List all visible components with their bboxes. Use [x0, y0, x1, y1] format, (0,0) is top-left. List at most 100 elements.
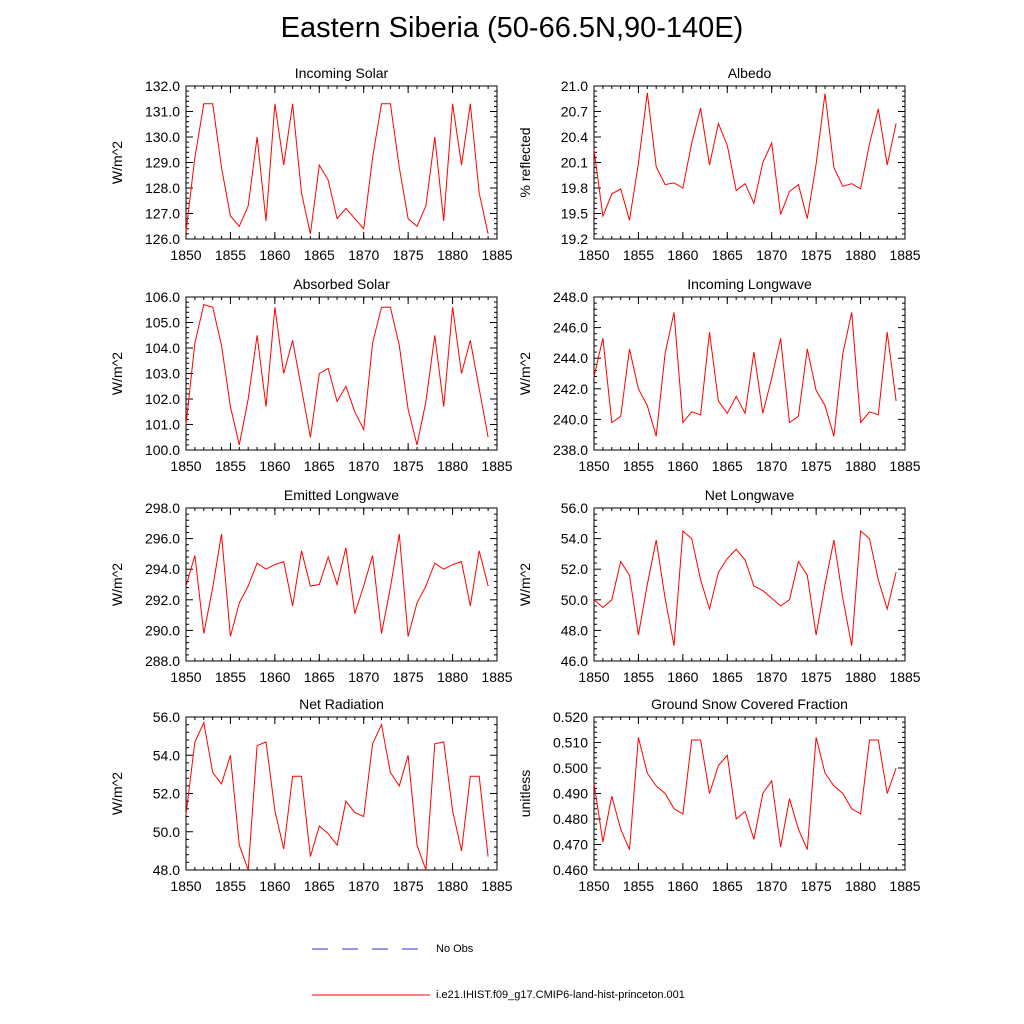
x-tick-label: 1860 — [667, 458, 698, 474]
x-tick-label: 1880 — [437, 458, 468, 474]
x-tick-label: 1865 — [304, 458, 335, 474]
chart-panel-3: Absorbed Solar W/m^2 1850 1855 1860 1865 1870 1… — [109, 276, 513, 474]
y-tick-label: 20.1 — [561, 155, 588, 171]
chart-panel-5: Emitted Longwave W/m^2 1850 1855 1860 1865 187… — [109, 487, 513, 685]
x-tick-label: 1870 — [756, 458, 787, 474]
x-tick-label: 1860 — [667, 878, 698, 894]
y-tick-label: 126.0 — [145, 231, 180, 247]
x-tick-label: 1875 — [801, 878, 832, 894]
chart-panel-4: Incoming Longwave W/m^2 1850 1855 1860 1865 18… — [517, 276, 921, 474]
x-tick-label: 1880 — [845, 247, 876, 263]
x-tick-label: 1875 — [801, 247, 832, 263]
series-line — [593, 312, 897, 437]
x-tick-label: 1875 — [393, 247, 424, 263]
y-axis-label: unitless — [517, 770, 533, 817]
y-tick-label: 100.0 — [145, 442, 180, 458]
chart-panel-7: Net Radiation W/m^2 1850 1855 1860 1865 1870 18… — [109, 696, 513, 894]
y-axis-label: W/m^2 — [517, 352, 533, 395]
x-tick-label: 1850 — [170, 247, 201, 263]
y-tick-label: 130.0 — [145, 129, 180, 145]
y-tick-label: 54.0 — [561, 531, 588, 547]
x-tick-label: 1875 — [801, 669, 832, 685]
x-tick-label: 1850 — [578, 458, 609, 474]
x-tick-label: 1885 — [481, 669, 512, 685]
y-tick-label: 19.2 — [561, 231, 588, 247]
y-tick-label: 0.510 — [553, 735, 588, 751]
x-tick-label: 1855 — [623, 878, 654, 894]
y-tick-label: 240.0 — [553, 411, 588, 427]
y-tick-label: 104.0 — [145, 340, 180, 356]
series-line — [593, 529, 897, 646]
x-tick-label: 1875 — [393, 669, 424, 685]
panel-title: Ground Snow Covered Fraction — [651, 696, 848, 712]
plot-frame — [185, 296, 498, 451]
x-tick-label: 1850 — [578, 247, 609, 263]
panel-title: Absorbed Solar — [293, 276, 390, 292]
x-tick-label: 1850 — [170, 458, 201, 474]
panel-title: Albedo — [728, 65, 772, 81]
x-tick-label: 1860 — [667, 669, 698, 685]
x-tick-label: 1885 — [889, 669, 920, 685]
y-axis-label: W/m^2 — [109, 772, 125, 815]
x-tick-label: 1860 — [259, 458, 290, 474]
chart-panel-8: Ground Snow Covered Fraction unitless 1850… — [517, 696, 921, 894]
x-tick-label: 1885 — [889, 458, 920, 474]
y-tick-label: 129.0 — [145, 155, 180, 171]
series-line — [185, 103, 489, 235]
y-tick-label: 0.490 — [553, 786, 588, 802]
x-tick-label: 1870 — [348, 669, 379, 685]
x-tick-label: 1875 — [393, 878, 424, 894]
x-tick-label: 1880 — [437, 878, 468, 894]
x-tick-label: 1875 — [801, 458, 832, 474]
y-axis-label: W/m^2 — [109, 141, 125, 184]
y-tick-label: 0.460 — [553, 862, 588, 878]
y-tick-label: 132.0 — [145, 78, 180, 94]
x-tick-label: 1855 — [623, 669, 654, 685]
x-tick-label: 1850 — [578, 669, 609, 685]
y-tick-label: 244.0 — [553, 350, 588, 366]
y-tick-label: 19.5 — [561, 206, 588, 222]
x-tick-label: 1860 — [259, 669, 290, 685]
x-tick-label: 1855 — [623, 458, 654, 474]
panel-title: Incoming Solar — [295, 65, 389, 81]
y-tick-label: 20.4 — [561, 129, 588, 145]
y-tick-label: 50.0 — [153, 824, 180, 840]
plot-frame — [185, 507, 498, 662]
y-tick-label: 48.0 — [561, 622, 588, 638]
y-tick-label: 238.0 — [553, 442, 588, 458]
y-tick-label: 19.8 — [561, 180, 588, 196]
chart-panel-6: Net Longwave W/m^2 1850 1855 1860 1865 1870 187… — [517, 487, 921, 685]
panel-title: Emitted Longwave — [284, 487, 399, 503]
y-tick-label: 102.0 — [145, 391, 180, 407]
x-tick-label: 1860 — [259, 878, 290, 894]
y-tick-label: 20.7 — [561, 104, 588, 120]
y-tick-label: 294.0 — [145, 561, 180, 577]
y-tick-label: 52.0 — [153, 786, 180, 802]
x-tick-label: 1885 — [889, 878, 920, 894]
y-tick-label: 103.0 — [145, 366, 180, 382]
x-tick-label: 1855 — [215, 458, 246, 474]
y-tick-label: 56.0 — [153, 709, 180, 725]
x-tick-label: 1870 — [348, 878, 379, 894]
y-tick-label: 0.520 — [553, 709, 588, 725]
x-tick-label: 1850 — [170, 669, 201, 685]
x-tick-label: 1865 — [712, 458, 743, 474]
y-tick-label: 296.0 — [145, 531, 180, 547]
y-tick-label: 21.0 — [561, 78, 588, 94]
panel-title: Net Radiation — [299, 696, 384, 712]
x-tick-label: 1855 — [623, 247, 654, 263]
panel-title: Incoming Longwave — [687, 276, 812, 292]
x-tick-label: 1865 — [304, 669, 335, 685]
x-tick-label: 1880 — [845, 878, 876, 894]
x-tick-label: 1855 — [215, 878, 246, 894]
x-tick-label: 1860 — [667, 247, 698, 263]
y-tick-label: 0.470 — [553, 837, 588, 853]
plot-frame — [593, 507, 906, 662]
y-tick-label: 105.0 — [145, 315, 180, 331]
x-tick-label: 1875 — [393, 458, 424, 474]
x-tick-label: 1850 — [170, 878, 201, 894]
x-tick-label: 1865 — [304, 247, 335, 263]
x-tick-label: 1865 — [304, 878, 335, 894]
y-tick-label: 46.0 — [561, 653, 588, 669]
